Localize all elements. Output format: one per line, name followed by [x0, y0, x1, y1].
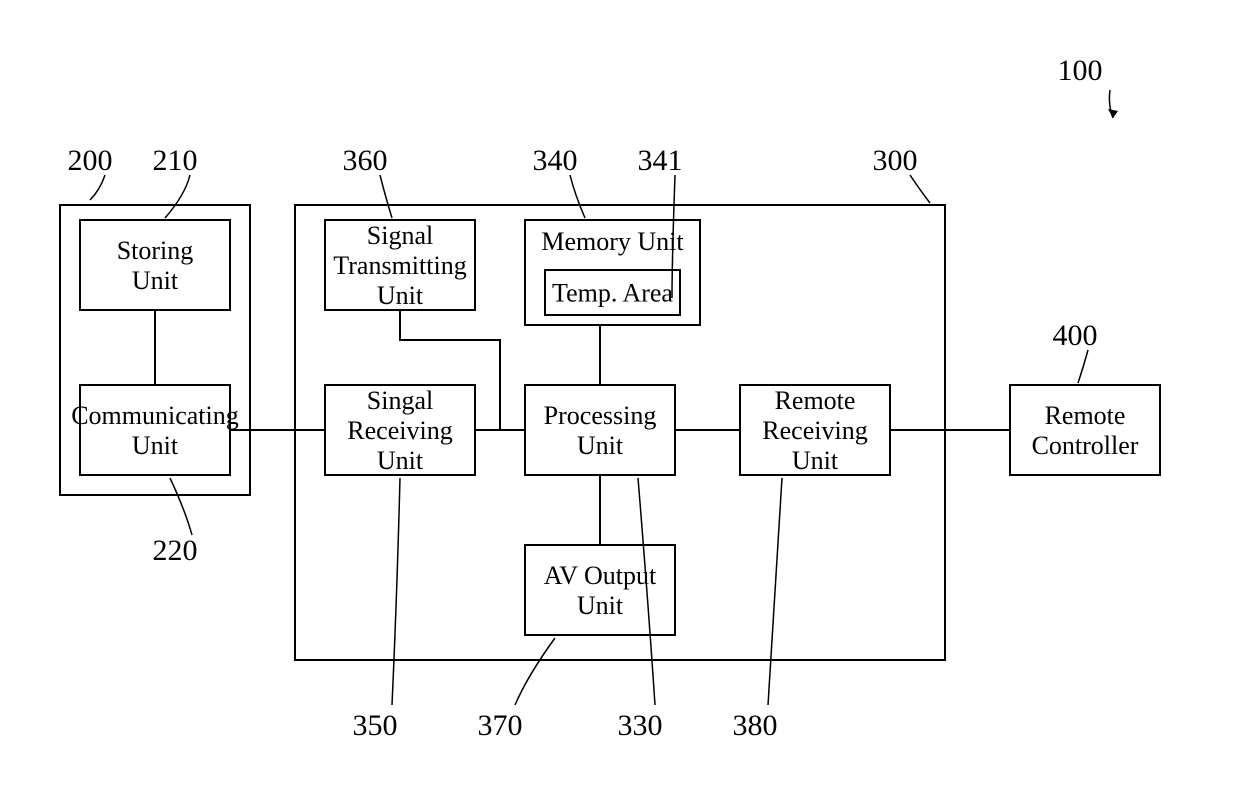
remote_receive-label-0: Remote	[775, 386, 856, 415]
communicating-label-0: Communicating	[71, 401, 239, 430]
processing-label-1: Unit	[577, 431, 624, 460]
lead-220	[170, 478, 192, 535]
storing-label-0: Storing	[117, 236, 194, 265]
av_output-label-1: Unit	[577, 591, 624, 620]
lead-300	[910, 175, 930, 203]
lead-380	[768, 478, 782, 705]
ref-350: 350	[353, 709, 398, 742]
signal_receive-label-0: Singal	[367, 386, 433, 415]
ref-210: 210	[153, 144, 198, 177]
communicating-label-1: Unit	[132, 431, 179, 460]
av_output-label-0: AV Output	[544, 561, 657, 590]
signal_transmit-label-2: Unit	[377, 281, 424, 310]
ref-300: 300	[873, 144, 918, 177]
ref-330: 330	[618, 709, 663, 742]
ref-200: 200	[68, 144, 113, 177]
ref-360: 360	[343, 144, 388, 177]
storing-label-1: Unit	[132, 266, 179, 295]
signal_receive-label-1: Receiving	[347, 416, 452, 445]
lead-200	[90, 175, 105, 200]
ref-340: 340	[533, 144, 578, 177]
lead-330	[638, 478, 655, 705]
lead-340	[570, 175, 585, 218]
remote_controller-label-1: Controller	[1032, 431, 1139, 460]
remote_receive-label-2: Unit	[792, 446, 839, 475]
signal_transmit-label-1: Transmitting	[333, 251, 466, 280]
arrowhead-100	[1108, 109, 1118, 118]
block-diagram: Memory UnitStoringUnitCommunicatingUnitS…	[0, 0, 1240, 805]
lead-350	[392, 478, 400, 705]
ref-341: 341	[638, 144, 683, 177]
lead-400	[1078, 350, 1088, 383]
remote_receive-label-1: Receiving	[762, 416, 867, 445]
temp_area-label-0: Temp. Area	[552, 279, 673, 308]
remote_controller-label-0: Remote	[1045, 401, 1126, 430]
processing-label-0: Processing	[544, 401, 657, 430]
ref-100: 100	[1058, 54, 1103, 87]
signal_transmit-label-0: Signal	[367, 221, 433, 250]
ref-380: 380	[733, 709, 778, 742]
lead-210	[165, 175, 190, 218]
memory-label: Memory Unit	[541, 227, 684, 256]
signal_receive-label-2: Unit	[377, 446, 424, 475]
lead-360	[380, 175, 392, 218]
ref-400: 400	[1053, 319, 1098, 352]
lead-370	[515, 638, 555, 705]
ref-220: 220	[153, 534, 198, 567]
ref-370: 370	[478, 709, 523, 742]
